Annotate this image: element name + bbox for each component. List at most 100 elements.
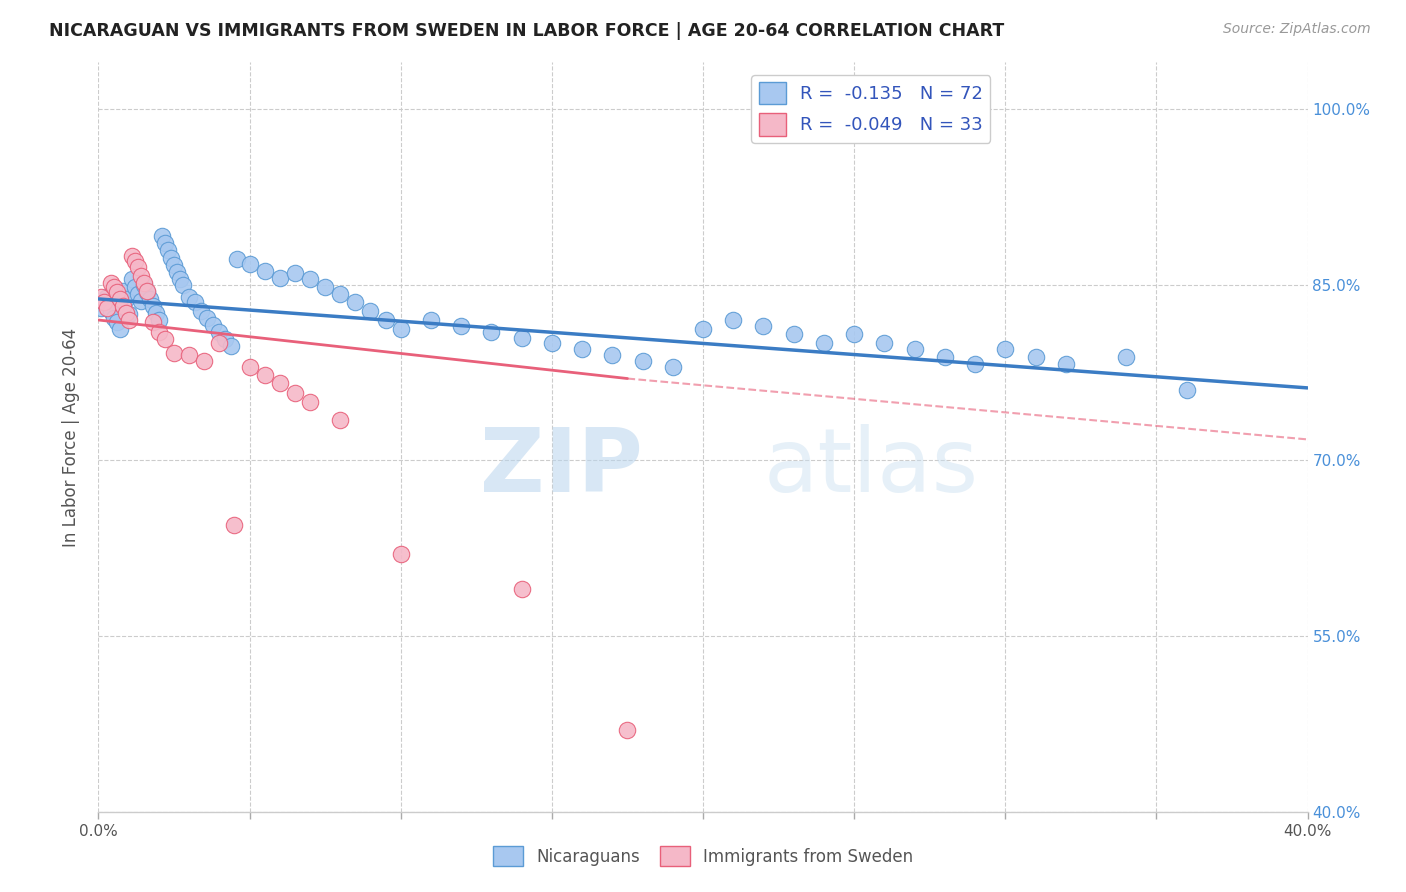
Text: ZIP: ZIP xyxy=(479,424,643,510)
Point xyxy=(510,330,533,344)
Point xyxy=(1054,358,1077,372)
Point xyxy=(226,252,249,266)
Point xyxy=(93,295,115,310)
Point xyxy=(103,310,125,325)
Point xyxy=(224,517,246,532)
Point xyxy=(100,303,122,318)
Point xyxy=(121,249,143,263)
Point xyxy=(193,354,215,368)
Point xyxy=(481,325,503,339)
Point xyxy=(239,359,262,374)
Point xyxy=(269,271,291,285)
Point xyxy=(450,318,472,333)
Point xyxy=(118,313,141,327)
Point xyxy=(540,336,562,351)
Point xyxy=(135,285,157,299)
Point xyxy=(873,336,896,351)
Point xyxy=(184,295,207,310)
Point xyxy=(111,299,134,313)
Point xyxy=(145,306,167,320)
Point xyxy=(105,285,128,299)
Point xyxy=(813,336,835,351)
Point xyxy=(129,294,152,309)
Point xyxy=(169,272,191,286)
Point xyxy=(752,318,775,333)
Point xyxy=(284,266,307,280)
Point xyxy=(269,376,291,391)
Point xyxy=(129,268,152,283)
Point xyxy=(139,292,162,306)
Point xyxy=(1115,351,1137,365)
Point xyxy=(127,287,149,301)
Point xyxy=(420,313,443,327)
Point xyxy=(1175,383,1198,397)
Point xyxy=(844,326,866,341)
Point xyxy=(723,313,745,327)
Point xyxy=(103,280,125,294)
Point xyxy=(904,343,927,357)
Point xyxy=(284,385,307,400)
Point xyxy=(571,343,593,357)
Point xyxy=(148,313,170,327)
Point xyxy=(127,260,149,275)
Point xyxy=(214,332,236,346)
Point xyxy=(389,322,412,336)
Y-axis label: In Labor Force | Age 20-64: In Labor Force | Age 20-64 xyxy=(62,327,80,547)
Point xyxy=(208,336,231,351)
Point xyxy=(132,277,155,292)
Point xyxy=(93,295,115,310)
Point xyxy=(195,310,218,325)
Point xyxy=(114,292,136,306)
Point xyxy=(142,315,165,329)
Point xyxy=(153,235,176,250)
Point xyxy=(108,322,131,336)
Point xyxy=(344,295,367,310)
Point xyxy=(253,264,276,278)
Point xyxy=(179,289,201,303)
Point xyxy=(150,228,173,243)
Legend: R =  -0.135   N = 72, R =  -0.049   N = 33: R = -0.135 N = 72, R = -0.049 N = 33 xyxy=(751,75,990,143)
Point xyxy=(108,292,131,306)
Point xyxy=(360,303,382,318)
Point xyxy=(510,582,533,597)
Point xyxy=(329,287,352,301)
Text: Source: ZipAtlas.com: Source: ZipAtlas.com xyxy=(1223,22,1371,37)
Point xyxy=(100,276,122,290)
Point xyxy=(692,322,714,336)
Point xyxy=(208,325,231,339)
Point xyxy=(202,318,225,332)
Point xyxy=(114,306,136,320)
Point xyxy=(299,272,322,286)
Point xyxy=(239,257,262,271)
Point xyxy=(172,277,194,292)
Point xyxy=(124,280,146,294)
Point xyxy=(374,313,396,327)
Point xyxy=(314,280,336,294)
Point xyxy=(166,265,188,279)
Point xyxy=(96,301,118,316)
Point xyxy=(190,303,212,318)
Point xyxy=(631,354,654,368)
Point xyxy=(124,254,146,268)
Point xyxy=(135,284,157,298)
Point xyxy=(90,301,112,316)
Point xyxy=(90,289,112,303)
Point xyxy=(965,358,987,372)
Point xyxy=(163,345,186,359)
Point xyxy=(994,343,1017,357)
Point xyxy=(934,351,956,365)
Point xyxy=(121,272,143,286)
Point xyxy=(616,723,638,737)
Point xyxy=(142,299,165,313)
Point xyxy=(783,326,806,341)
Point xyxy=(153,332,176,346)
Point xyxy=(179,348,201,362)
Point xyxy=(96,289,118,303)
Point xyxy=(389,547,412,561)
Point xyxy=(111,284,134,298)
Point xyxy=(163,258,186,272)
Text: NICARAGUAN VS IMMIGRANTS FROM SWEDEN IN LABOR FORCE | AGE 20-64 CORRELATION CHAR: NICARAGUAN VS IMMIGRANTS FROM SWEDEN IN … xyxy=(49,22,1004,40)
Point xyxy=(299,395,322,409)
Point xyxy=(118,307,141,321)
Point xyxy=(253,368,276,382)
